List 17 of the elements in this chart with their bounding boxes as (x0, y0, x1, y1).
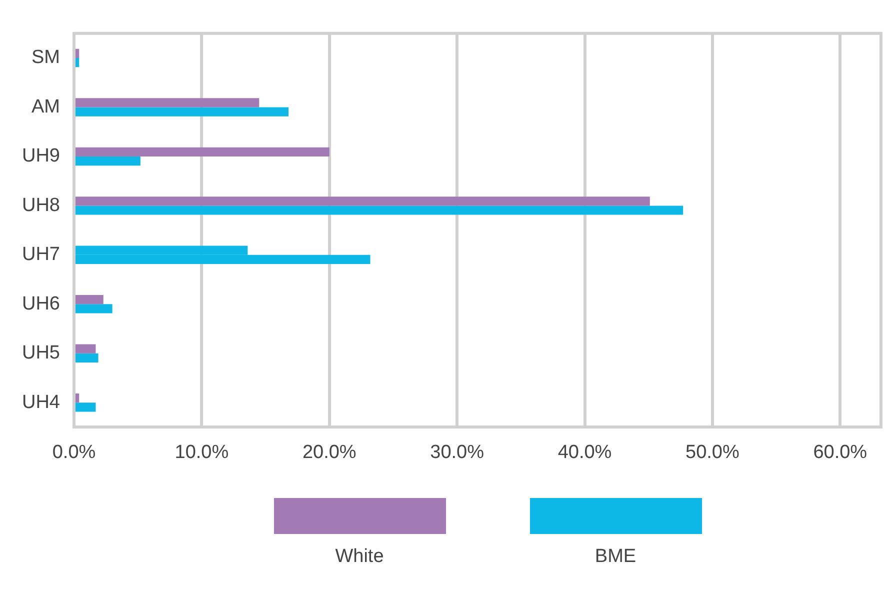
y-tick-label: UH8 (22, 194, 60, 216)
x-tick-label: 0.0% (52, 442, 96, 463)
x-tick-label: 30.0% (430, 442, 484, 463)
y-tick-label: UH5 (22, 342, 60, 364)
y-tick-label: SM (32, 47, 60, 68)
x-tick-label: 10.0% (174, 442, 229, 463)
y-tick-label: AM (32, 96, 60, 118)
text: BME (594, 546, 636, 568)
x-tick-label: 50.0% (686, 442, 740, 463)
x-tick-label: 40.0% (558, 442, 612, 463)
x-tick-label: 20.0% (302, 442, 356, 463)
text: White (335, 546, 384, 568)
x-tick-label: 60.0% (813, 442, 868, 463)
y-tick-label: UH4 (22, 392, 60, 413)
y-tick-label: UH9 (22, 146, 60, 167)
y-tick-label: UH6 (22, 293, 60, 314)
y-tick-label: UH7 (22, 244, 60, 266)
